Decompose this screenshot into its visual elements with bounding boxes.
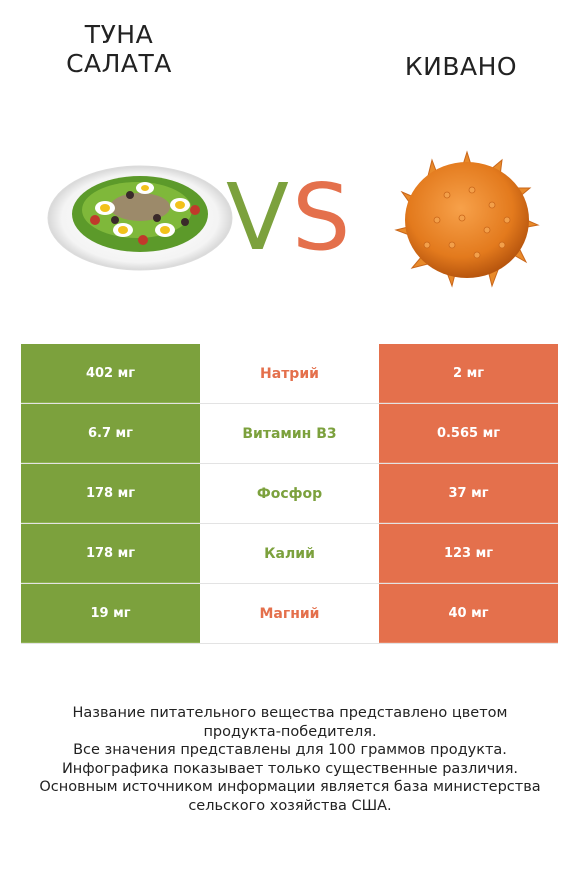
right-value: 123 мг (379, 524, 558, 583)
footer-line: сельского хозяйства США. (188, 797, 392, 814)
left-food-title: ТУНА САЛАТА (0, 20, 238, 78)
left-value: 178 мг (21, 464, 200, 523)
nutrient-name: Фосфор (200, 464, 379, 523)
right-food-title: КИВАНО (404, 52, 518, 81)
footer-line: Основным источником информации является … (39, 779, 541, 795)
table-row: 178 мг Калий 123 мг (21, 524, 558, 584)
right-value: 37 мг (379, 464, 558, 523)
vs-letter-v: V (226, 164, 289, 263)
left-value: 402 мг (21, 344, 200, 403)
left-value: 178 мг (21, 524, 200, 583)
footer-line: продукта-победителя. (203, 723, 377, 740)
tuna-salad-image (47, 165, 233, 271)
comparison-table: 402 мг Натрий 2 мг 6.7 мг Витамин B3 0.5… (21, 344, 558, 644)
table-row: 19 мг Магний 40 мг (21, 584, 558, 644)
left-food-title-line2: САЛАТА (66, 49, 172, 78)
nutrient-name: Натрий (200, 344, 379, 403)
table-row: 402 мг Натрий 2 мг (21, 344, 558, 404)
table-row: 178 мг Фосфор 37 мг (21, 464, 558, 524)
left-value: 19 мг (21, 584, 200, 643)
footer-notes: Название питательного вещества представл… (10, 704, 570, 815)
kiwano-image (394, 150, 540, 288)
left-value: 6.7 мг (21, 404, 200, 463)
right-value: 0.565 мг (379, 404, 558, 463)
footer-line: Все значения представлены для 100 граммо… (73, 742, 507, 758)
nutrient-name: Калий (200, 524, 379, 583)
right-value: 40 мг (379, 584, 558, 643)
nutrient-name: Магний (200, 584, 379, 643)
nutrient-name: Витамин B3 (200, 404, 379, 463)
footer-line: Инфографика показывает только существенн… (61, 760, 519, 777)
vs-label: V S (226, 164, 350, 263)
right-value: 2 мг (379, 344, 558, 403)
footer-line: Название питательного вещества представл… (72, 705, 508, 721)
left-food-title-line1: ТУНА (84, 20, 154, 49)
table-row: 6.7 мг Витамин B3 0.565 мг (21, 404, 558, 464)
vs-letter-s: S (292, 164, 350, 263)
